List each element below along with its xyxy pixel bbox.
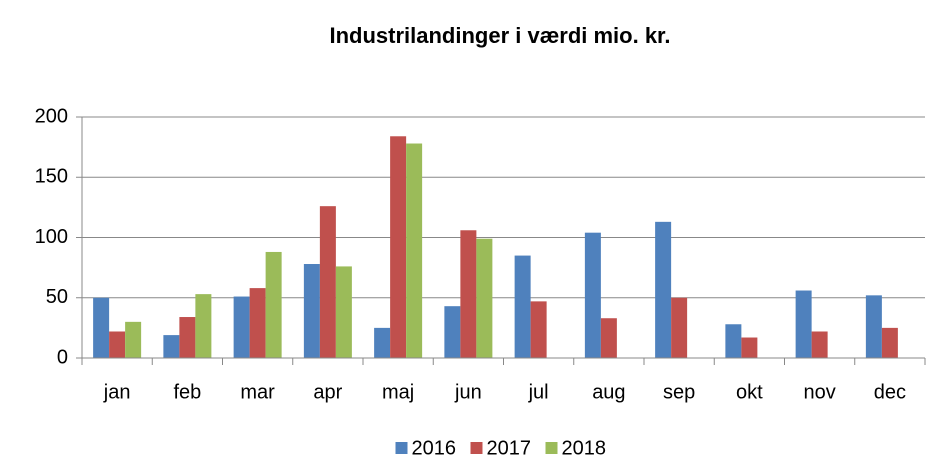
- bar: [444, 306, 461, 358]
- bar: [335, 266, 352, 358]
- x-tick-label: jan: [103, 381, 131, 403]
- bar: [390, 136, 407, 358]
- bar: [460, 230, 477, 358]
- bar: [374, 327, 391, 358]
- legend-swatch: [545, 442, 558, 454]
- bar: [233, 296, 250, 358]
- bar: [811, 331, 828, 358]
- y-tick-label: 200: [35, 105, 68, 127]
- bar: [319, 206, 336, 358]
- bar: [303, 264, 320, 358]
- bar: [109, 331, 126, 358]
- x-tick-label: apr: [313, 381, 342, 403]
- x-tick-label: jun: [454, 381, 482, 403]
- y-tick-label: 100: [35, 226, 68, 248]
- x-tick-label: nov: [804, 381, 836, 403]
- x-tick-label: feb: [173, 381, 201, 403]
- bar: [725, 324, 742, 358]
- bar: [163, 335, 180, 358]
- bar: [881, 327, 898, 358]
- x-tick-label: maj: [382, 381, 414, 403]
- y-tick-label: 0: [57, 346, 68, 368]
- bar: [195, 294, 212, 358]
- bar: [93, 297, 110, 358]
- bar: [865, 295, 882, 358]
- bar: [741, 337, 758, 358]
- bar: [476, 238, 493, 358]
- bar: [514, 255, 531, 358]
- bar: [265, 251, 282, 358]
- legend-label: 2016: [412, 437, 457, 459]
- bar: [584, 232, 601, 358]
- bar: [249, 288, 266, 358]
- x-tick-label: sep: [663, 381, 695, 403]
- x-tick-label: dec: [874, 381, 906, 403]
- x-tick-label: mar: [240, 381, 275, 403]
- x-tick-label: aug: [592, 381, 625, 403]
- y-tick-label: 50: [46, 286, 68, 308]
- bar: [406, 143, 423, 358]
- bar: [179, 317, 196, 358]
- legend-label: 2017: [487, 437, 532, 459]
- bar: [795, 290, 812, 358]
- chart-title: Industrilandinger i værdi mio. kr.: [329, 23, 670, 48]
- bar: [600, 318, 617, 358]
- bar: [125, 321, 142, 358]
- bar: [671, 297, 688, 358]
- legend-swatch: [395, 442, 408, 454]
- y-tick-label: 150: [35, 166, 68, 188]
- x-tick-label: jul: [528, 381, 549, 403]
- x-tick-label: okt: [736, 381, 763, 403]
- bar: [655, 221, 672, 358]
- legend-label: 2018: [562, 437, 607, 459]
- bar: [530, 301, 547, 358]
- legend-swatch: [470, 442, 483, 454]
